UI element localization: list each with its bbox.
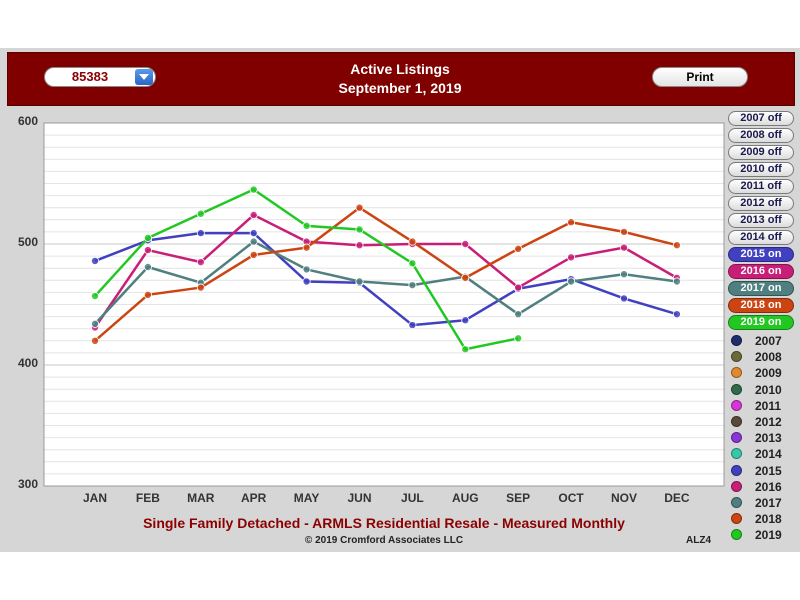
legend-swatch-icon <box>731 432 742 444</box>
legend-swatch-icon <box>731 335 742 346</box>
legend-swatch-icon <box>731 448 742 460</box>
zip-code-value: 85383 <box>71 69 109 84</box>
legend-label: 2016 <box>755 479 782 494</box>
toggle-2012[interactable]: 2012 off <box>728 196 794 211</box>
chevron-down-icon[interactable] <box>135 69 153 85</box>
toggle-2011[interactable]: 2011 off <box>728 179 794 194</box>
toggle-2008[interactable]: 2008 off <box>728 128 794 143</box>
legend-label: 2014 <box>755 447 782 462</box>
legend-swatch-icon <box>731 513 742 525</box>
chart-title: Active Listings September 1, 2019 <box>250 60 550 98</box>
toggle-2018[interactable]: 2018 on <box>728 298 794 313</box>
toggle-2016[interactable]: 2016 on <box>728 264 794 279</box>
legend-label: 2007 <box>755 334 782 348</box>
chart-subtitle: Single Family Detached - ARMLS Residenti… <box>143 515 625 531</box>
toggle-2014[interactable]: 2014 off <box>728 230 794 245</box>
chart-code: ALZ4 <box>686 535 711 546</box>
x-tick-label: MAR <box>187 491 215 505</box>
toggle-2010[interactable]: 2010 off <box>728 162 794 177</box>
x-tick-label: APR <box>241 491 267 505</box>
x-tick-label: OCT <box>558 491 584 505</box>
legend-label: 2008 <box>755 350 782 365</box>
legend-swatch-icon <box>731 497 742 508</box>
toggle-2019[interactable]: 2019 on <box>728 315 794 330</box>
legend-swatch-icon <box>731 416 742 427</box>
toggle-2009[interactable]: 2009 off <box>728 145 794 160</box>
legend-label: 2012 <box>755 415 782 429</box>
toggle-2013[interactable]: 2013 off <box>728 213 794 228</box>
legend-swatch-icon <box>731 464 742 476</box>
x-tick-label: DEC <box>664 491 690 505</box>
x-tick-label: JAN <box>82 491 107 505</box>
copyright-text: © 2019 Cromford Associates LLC <box>304 535 464 546</box>
legend-label: 2009 <box>755 366 782 381</box>
toggle-2015[interactable]: 2015 on <box>728 247 794 262</box>
legend-swatch-icon <box>731 529 742 541</box>
x-tick-label: NOV <box>610 491 637 505</box>
y-tick-label: 300 <box>17 477 38 491</box>
title-line-1: Active Listings <box>350 61 450 77</box>
toggle-2017[interactable]: 2017 on <box>728 281 794 296</box>
x-tick-label: JUN <box>347 491 372 505</box>
print-button[interactable]: Print <box>652 67 748 87</box>
legend-swatch-icon <box>731 399 742 411</box>
title-line-2: September 1, 2019 <box>338 80 462 96</box>
legend-swatch-icon <box>731 383 742 395</box>
legend-label: 2011 <box>755 398 782 413</box>
y-tick-label: 600 <box>17 114 38 128</box>
y-tick-label: 400 <box>17 356 38 370</box>
x-tick-label: JUL <box>401 491 424 505</box>
x-tick-label: SEP <box>506 491 531 505</box>
y-tick-label: 500 <box>17 235 38 249</box>
zip-code-dropdown[interactable]: 85383 <box>44 67 156 87</box>
x-tick-label: AUG <box>451 491 479 505</box>
toggle-2007[interactable]: 2007 off <box>728 111 794 126</box>
legend-label: 2019 <box>755 528 782 543</box>
plot-area <box>44 123 724 486</box>
x-tick-label: MAY <box>293 491 320 505</box>
legend-label: 2018 <box>755 512 782 527</box>
legend-swatch-icon <box>731 480 742 492</box>
legend-swatch-icon <box>731 351 742 363</box>
x-tick-label: FEB <box>135 491 160 505</box>
legend-label: 2013 <box>755 431 782 446</box>
legend-swatch-icon <box>731 367 742 379</box>
legend-label: 2010 <box>755 382 782 397</box>
legend-label: 2015 <box>755 463 782 478</box>
legend-label: 2017 <box>755 496 782 510</box>
